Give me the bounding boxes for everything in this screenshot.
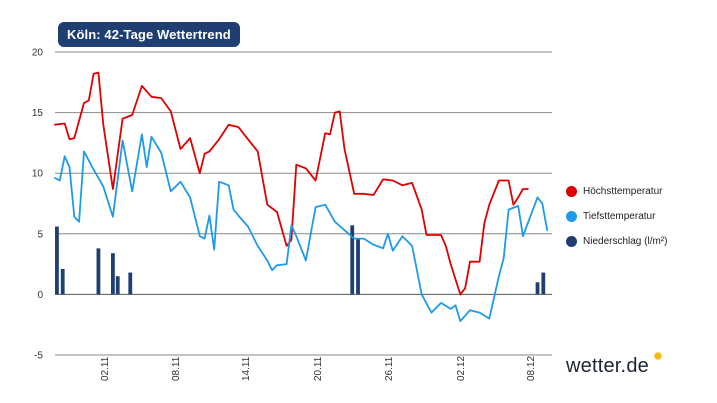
x-tick-label: 02.11 <box>100 356 111 381</box>
legend-label-precipitation: Niederschlag (l/m²) <box>583 235 668 247</box>
legend: Höchsttemperatur Tiefsttemperatur Nieder… <box>566 184 667 259</box>
legend-swatch-precipitation <box>566 235 577 247</box>
y-tick-label: 0 <box>37 290 43 301</box>
y-tick-label: -5 <box>34 351 43 362</box>
precipitation-bar <box>350 225 355 295</box>
precipitation-bar <box>356 238 360 295</box>
legend-item-precipitation: Niederschlag (l/m²) <box>566 234 667 248</box>
gridlines <box>55 51 552 356</box>
y-tick-label: 10 <box>32 169 44 180</box>
chart-title: Köln: 42-Tage Wettertrend <box>58 22 240 47</box>
precipitation-bar <box>60 268 65 295</box>
temperature-lines <box>54 71 549 322</box>
x-tick-label: 08.12 <box>526 356 537 381</box>
brand-logo: wetter.de <box>566 352 662 378</box>
y-tick-label: 20 <box>32 48 44 59</box>
precipitation-bars <box>55 225 546 295</box>
legend-item-max-temp: Höchsttemperatur <box>566 184 667 198</box>
series-line-min-temp <box>54 133 549 322</box>
x-tick-label: 26.11 <box>384 356 395 381</box>
legend-item-min-temp: Tiefsttemperatur <box>566 209 667 223</box>
legend-label-max-temp: Höchsttemperatur <box>583 185 663 197</box>
precipitation-bar <box>128 272 133 295</box>
y-tick-label: 15 <box>32 108 44 119</box>
legend-swatch-min-temp <box>566 210 577 222</box>
legend-label-min-temp: Tiefsttemperatur <box>583 210 656 222</box>
x-tick-label: 08.11 <box>171 356 182 381</box>
x-tick-label: 20.11 <box>313 356 324 381</box>
precipitation-bar <box>535 282 540 295</box>
x-tick-label: 14.11 <box>241 356 252 381</box>
precipitation-bar <box>55 226 59 295</box>
precipitation-bar <box>541 272 546 295</box>
y-axis-tick-labels: -5 0 5 10 15 20 <box>32 48 44 362</box>
x-tick-label: 02.12 <box>456 356 467 381</box>
legend-swatch-max-temp <box>566 185 577 197</box>
precipitation-bar <box>111 253 115 295</box>
precipitation-bar <box>115 276 120 295</box>
brand-sun-icon <box>654 352 662 360</box>
y-tick-label: 5 <box>37 229 43 240</box>
x-axis-tick-labels: 02.11 08.11 14.11 20.11 26.11 02.12 08.12 <box>100 356 537 381</box>
brand-name: wetter.de <box>566 355 649 377</box>
series-line-max-temp <box>54 71 529 296</box>
precipitation-bar <box>96 248 101 295</box>
